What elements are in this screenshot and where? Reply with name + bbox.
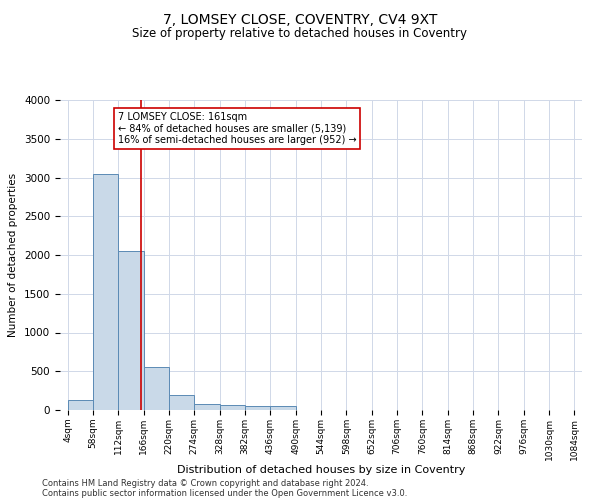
Bar [143, 366, 169, 410]
Text: Contains public sector information licensed under the Open Government Licence v3: Contains public sector information licen… [42, 488, 407, 498]
Bar [118, 251, 143, 410]
Bar [245, 406, 271, 410]
Bar [194, 404, 220, 410]
Text: Contains HM Land Registry data © Crown copyright and database right 2024.: Contains HM Land Registry data © Crown c… [42, 478, 368, 488]
Text: 7 LOMSEY CLOSE: 161sqm
← 84% of detached houses are smaller (5,139)
16% of semi-: 7 LOMSEY CLOSE: 161sqm ← 84% of detached… [118, 112, 356, 145]
Text: 7, LOMSEY CLOSE, COVENTRY, CV4 9XT: 7, LOMSEY CLOSE, COVENTRY, CV4 9XT [163, 12, 437, 26]
X-axis label: Distribution of detached houses by size in Coventry: Distribution of detached houses by size … [177, 466, 465, 475]
Bar [220, 406, 245, 410]
Text: Size of property relative to detached houses in Coventry: Size of property relative to detached ho… [133, 28, 467, 40]
Bar [93, 174, 118, 410]
Bar [68, 400, 93, 410]
Bar [169, 394, 194, 410]
Bar [271, 406, 296, 410]
Y-axis label: Number of detached properties: Number of detached properties [8, 173, 19, 337]
